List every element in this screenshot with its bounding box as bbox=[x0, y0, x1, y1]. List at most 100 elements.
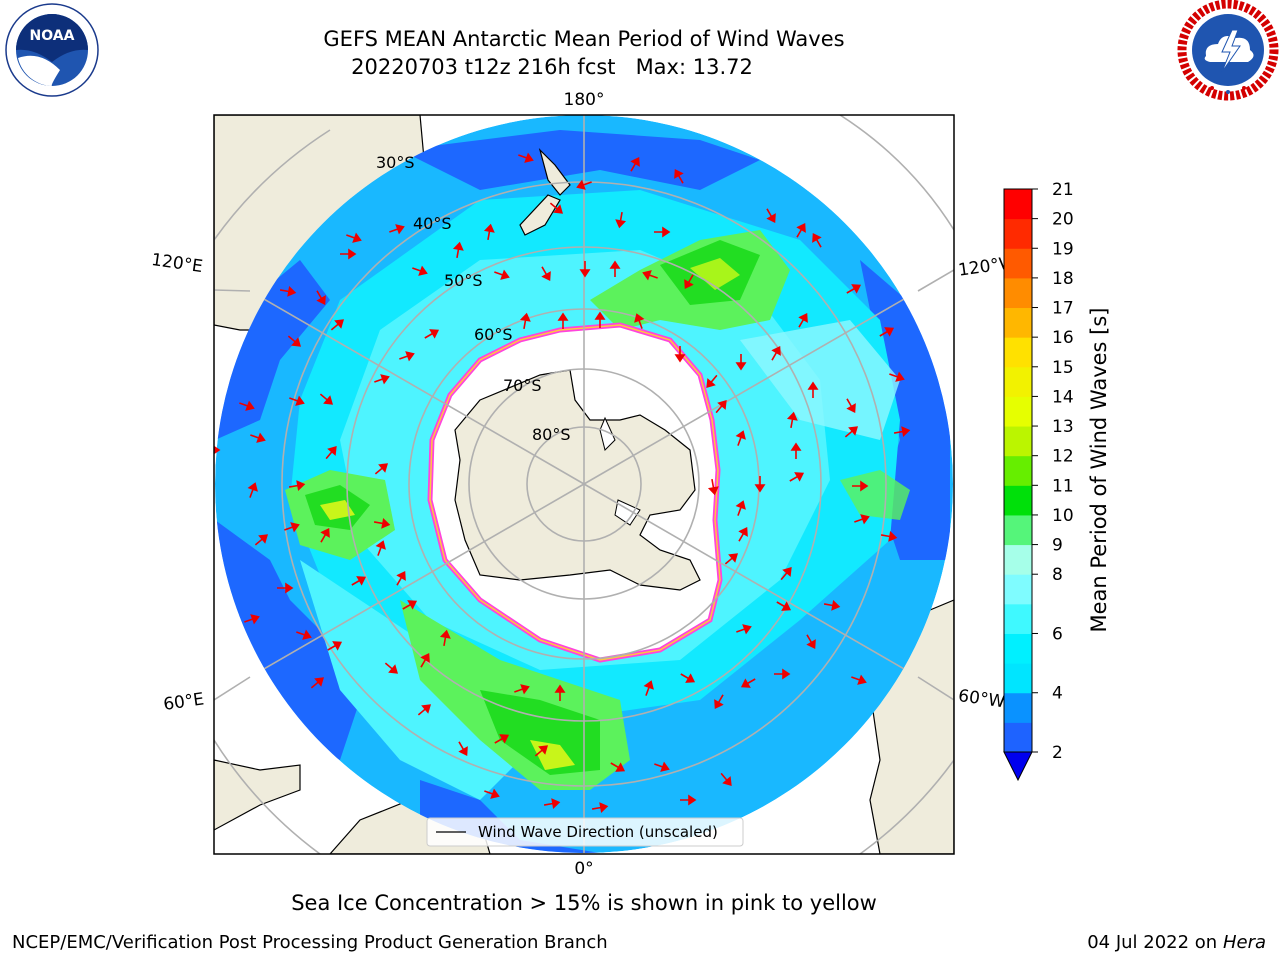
noaa-logo-text: NOAA bbox=[30, 28, 75, 44]
wave-direction-arrow bbox=[615, 211, 627, 229]
colorbar-tick-label: 10 bbox=[1052, 506, 1074, 526]
wave-direction-arrow bbox=[893, 426, 911, 438]
colorbar-tick-label: 9 bbox=[1052, 536, 1063, 556]
wave-direction-arrow bbox=[630, 156, 640, 172]
wave-direction-arrow bbox=[483, 223, 495, 241]
legend-label: Wind Wave Direction (unscaled) bbox=[478, 823, 718, 841]
wave-direction-arrow bbox=[715, 400, 727, 414]
colorbar-tick-label: 2 bbox=[1052, 743, 1063, 763]
colorbar-tick-label: 17 bbox=[1052, 299, 1074, 319]
wave-direction-arrow bbox=[591, 802, 609, 814]
wave-direction-arrow bbox=[327, 641, 343, 651]
wave-direction-arrow bbox=[806, 634, 816, 650]
wave-direction-arrow bbox=[375, 540, 386, 556]
wave-direction-arrow bbox=[674, 346, 686, 363]
wave-direction-arrow bbox=[707, 478, 719, 496]
colorbar-bin bbox=[1004, 722, 1032, 753]
wave-direction-arrow bbox=[796, 222, 806, 238]
colorbar-bin bbox=[1004, 514, 1032, 546]
wave-direction-arrow bbox=[554, 684, 566, 701]
wave-direction-arrow bbox=[680, 794, 697, 806]
wave-direction-arrow bbox=[439, 629, 451, 647]
footer-host: Hera bbox=[1222, 932, 1266, 953]
wave-direction-arrow bbox=[798, 312, 808, 328]
wave-direction-arrow bbox=[823, 599, 841, 611]
colorbar-tick-label: 6 bbox=[1052, 624, 1063, 644]
new-zealand bbox=[519, 147, 571, 236]
wave-direction-arrow bbox=[319, 393, 333, 405]
wave-direction-arrow bbox=[812, 232, 822, 248]
wave-direction-arrow bbox=[642, 270, 658, 281]
map-legend: Wind Wave Direction (unscaled) bbox=[426, 817, 744, 847]
lon-label-120e: 120°E bbox=[150, 250, 204, 277]
wave-direction-arrow bbox=[340, 248, 357, 260]
wave-direction-arrow bbox=[846, 398, 856, 414]
wave-direction-arrow bbox=[880, 530, 898, 542]
wave-direction-arrow bbox=[320, 527, 330, 543]
wave-direction-arrow bbox=[654, 226, 671, 238]
wave-direction-arrow bbox=[780, 567, 792, 581]
wave-direction-arrow bbox=[296, 629, 312, 640]
wave-direction-arrow bbox=[279, 285, 297, 297]
wave-direction-arrow bbox=[766, 208, 776, 224]
wave-direction-arrow bbox=[284, 522, 300, 533]
graticule bbox=[215, 115, 953, 853]
colorbar-bin bbox=[1004, 692, 1032, 723]
colorbar-tick-label: 12 bbox=[1052, 447, 1074, 467]
lat-label-40: 40°S bbox=[413, 214, 452, 233]
wave-direction-arrow bbox=[735, 430, 746, 446]
wave-direction-arrow bbox=[738, 526, 748, 542]
colorbar-bin bbox=[1004, 574, 1032, 605]
wave-direction-arrow bbox=[494, 269, 510, 280]
colorbar-tick-label: 4 bbox=[1052, 684, 1063, 704]
wave-direction-arrow bbox=[287, 335, 301, 347]
colorbar-bin bbox=[1004, 307, 1032, 338]
nws-logo bbox=[1177, 0, 1279, 101]
lat-label-30: 30°S bbox=[376, 153, 415, 172]
footer-date: 04 Jul 2022 on Hera bbox=[1087, 932, 1266, 953]
wave-direction-arrow bbox=[519, 312, 531, 330]
colorbar-tick-label: 11 bbox=[1052, 476, 1074, 496]
wave-direction-arrow bbox=[424, 329, 440, 339]
lat-label-60: 60°S bbox=[474, 325, 513, 344]
wave-direction-arrow bbox=[889, 371, 905, 382]
wave-direction-arrow bbox=[351, 576, 367, 586]
wave-direction-arrow bbox=[776, 601, 792, 611]
wave-direction-arrow bbox=[389, 224, 405, 235]
lat-label-80: 80°S bbox=[532, 425, 571, 444]
wave-direction-arrow bbox=[458, 741, 468, 757]
colorbar-bin bbox=[1004, 277, 1032, 309]
wave-direction-arrow bbox=[374, 374, 390, 385]
wave-direction-arrow bbox=[714, 694, 724, 710]
colorbar-tick-label: 14 bbox=[1052, 387, 1074, 407]
wave-direction-arrow bbox=[844, 426, 858, 438]
wave-direction-arrow bbox=[514, 684, 530, 695]
colorbar-underflow bbox=[1003, 751, 1033, 782]
wave-direction-arrow bbox=[684, 274, 694, 290]
wave-direction-arrow bbox=[609, 260, 621, 277]
wave-direction-arrow bbox=[374, 463, 388, 475]
wave-direction-arrow bbox=[310, 677, 324, 689]
wave-direction-arrow bbox=[576, 179, 592, 190]
wave-direction-arrow bbox=[214, 445, 221, 455]
wave-direction-arrow bbox=[288, 480, 306, 492]
wave-direction-arrow bbox=[735, 500, 746, 516]
lat-label-50: 50°S bbox=[444, 271, 483, 290]
wave-direction-arrow bbox=[720, 772, 732, 786]
colorbar-bin bbox=[1004, 603, 1032, 634]
lon-label-0: 0° bbox=[574, 859, 593, 879]
colorbar-tick-label: 8 bbox=[1052, 565, 1063, 585]
colorbar-bin bbox=[1004, 544, 1032, 575]
wave-direction-arrow bbox=[854, 514, 870, 525]
colorbar-bin bbox=[1004, 337, 1032, 368]
colorbar-bin bbox=[1004, 189, 1032, 220]
colorbar-bin bbox=[1004, 396, 1032, 427]
wave-direction-arrow bbox=[774, 668, 791, 680]
wave-direction-arrow bbox=[541, 266, 551, 282]
wave-direction-arrow bbox=[654, 761, 670, 772]
wave-direction-arrow bbox=[402, 600, 418, 610]
colorbar-tick-label: 16 bbox=[1052, 328, 1074, 348]
wave-direction-arrow bbox=[852, 480, 869, 492]
wave-direction-arrow bbox=[786, 411, 798, 429]
colorbar-bin bbox=[1004, 218, 1032, 249]
